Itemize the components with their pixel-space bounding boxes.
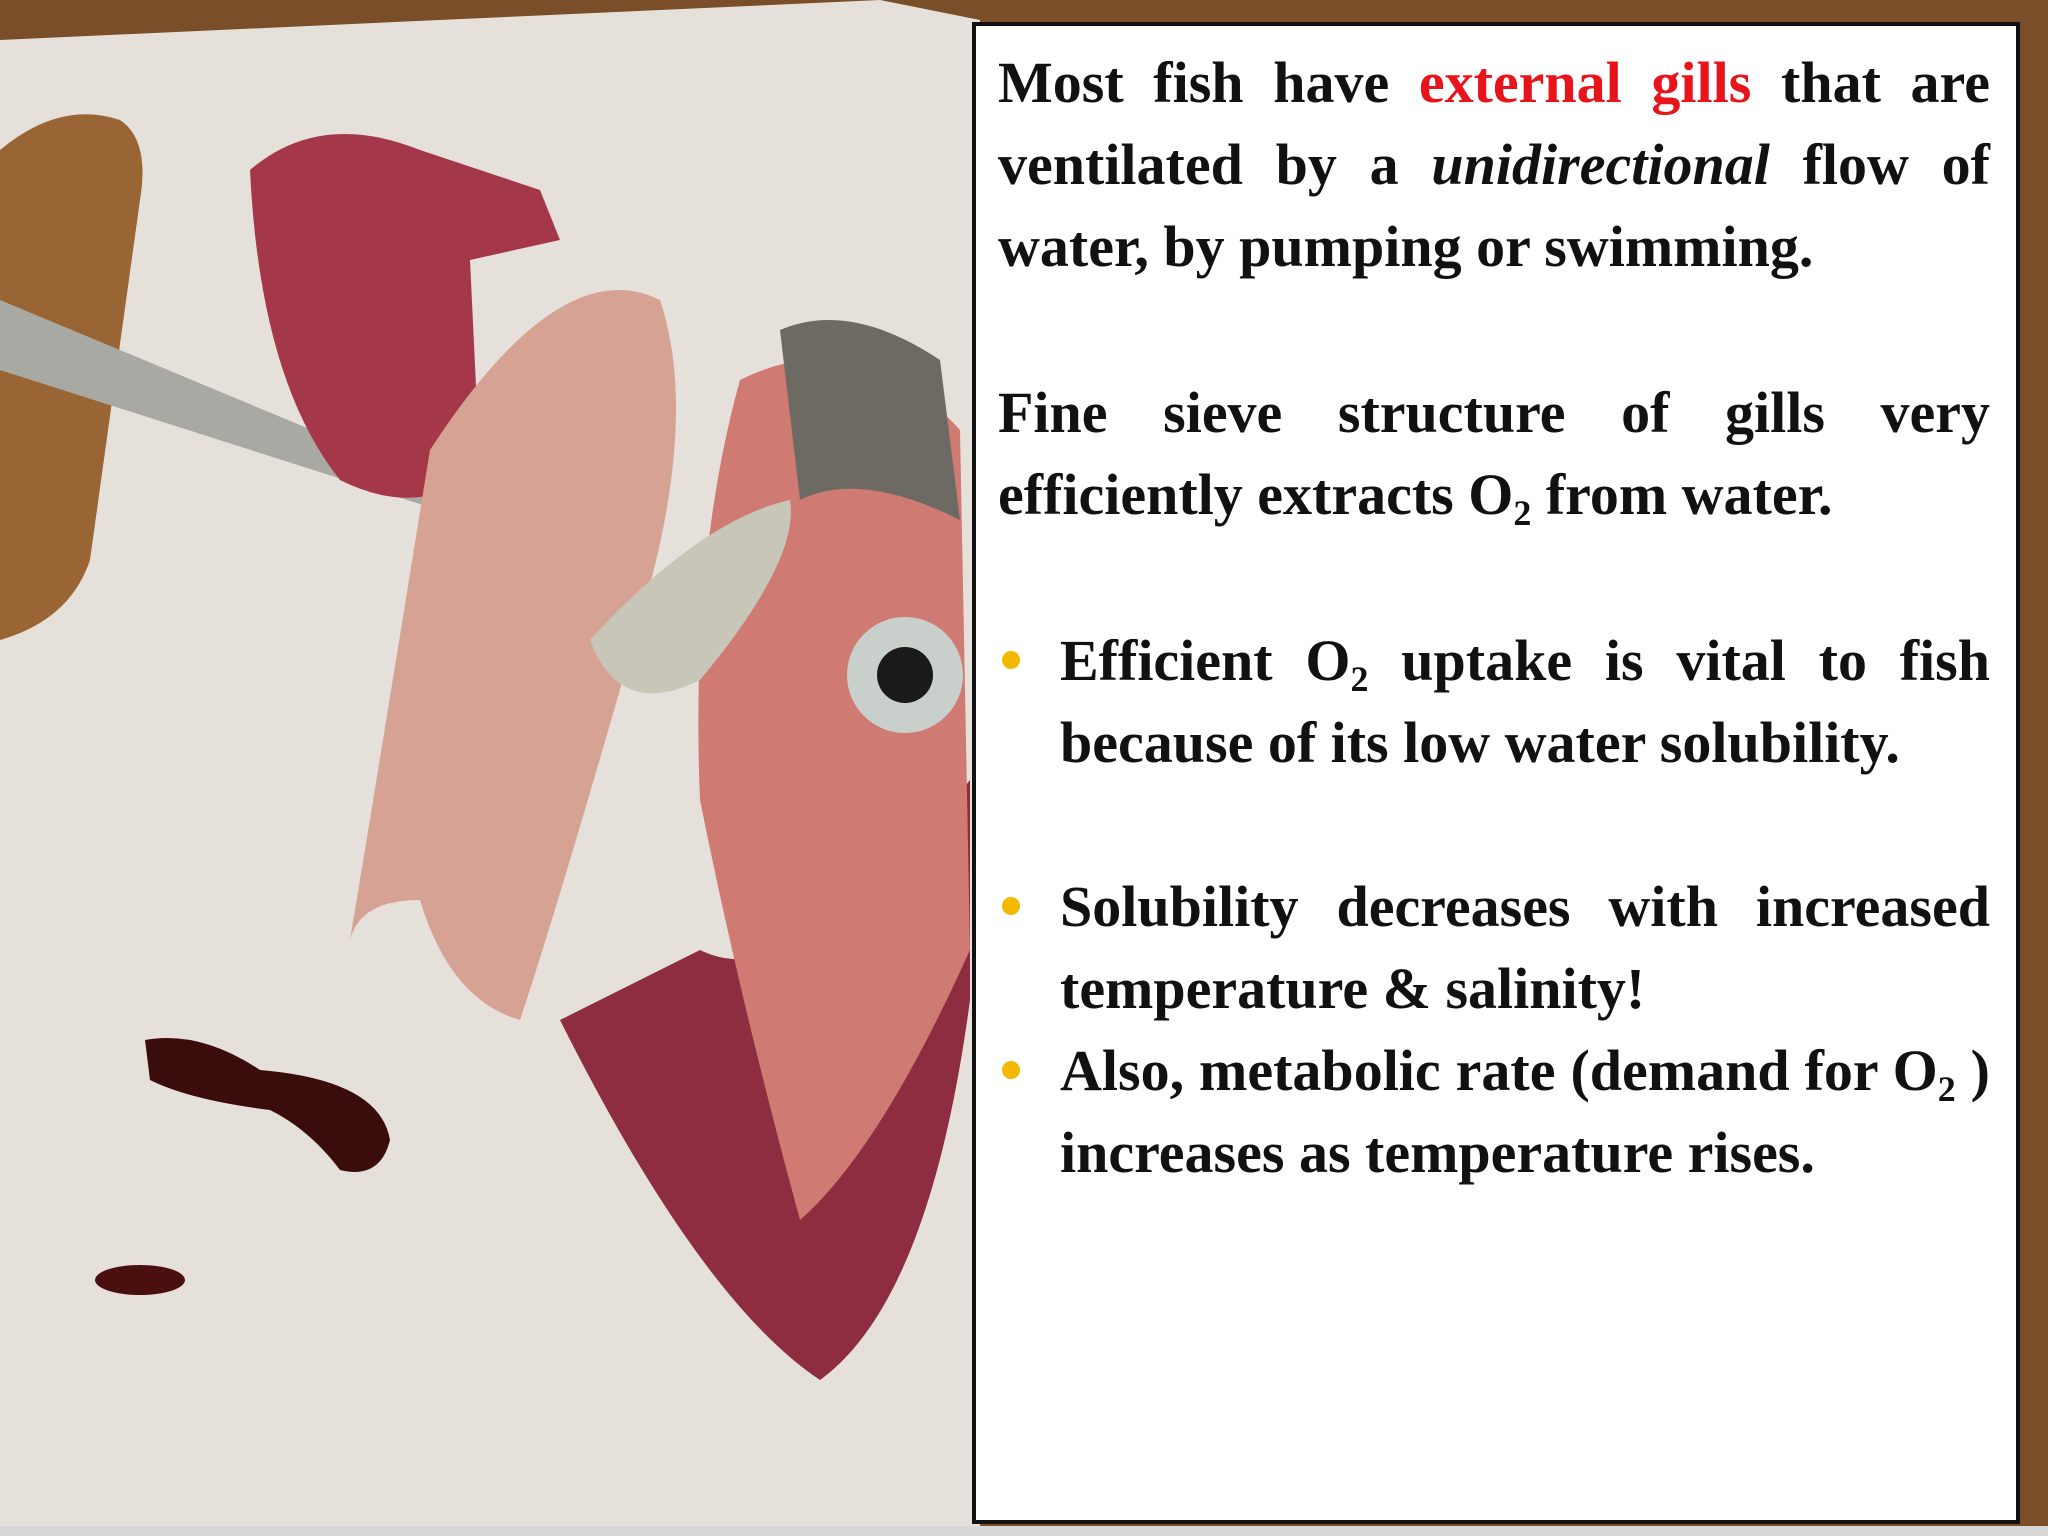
text-run: external gills bbox=[1418, 50, 1752, 115]
text-run: uptake is vital to fish because of its l… bbox=[1060, 628, 1990, 775]
operculum bbox=[350, 290, 676, 1020]
bullet-item: Solubility decreases with increased temp… bbox=[998, 866, 1990, 1030]
text-run: Also, metabolic rate (demand for O bbox=[1060, 1038, 1938, 1103]
text-run: Efficient O bbox=[1060, 628, 1351, 693]
fish-snout bbox=[780, 320, 960, 520]
bullet-item: Efficient O2 uptake is vital to fish bec… bbox=[998, 620, 1990, 784]
text-run: flow of water, by pumping or swimming. bbox=[998, 132, 1990, 279]
bullet-dot bbox=[1002, 651, 1020, 669]
text-run: unidirectional bbox=[1431, 132, 1770, 197]
text-run: from water. bbox=[1531, 462, 1833, 527]
paragraph: Fine sieve structure of gills very effic… bbox=[998, 372, 1990, 536]
text-run: ) increases as temperature rises. bbox=[1060, 1038, 1990, 1185]
bullet-dot bbox=[1002, 897, 1020, 915]
subscript: 2 bbox=[1513, 492, 1532, 533]
text-run: that are ventilated by a bbox=[998, 50, 1990, 197]
fish-pupil bbox=[877, 647, 933, 703]
gill-raker-bone bbox=[590, 500, 791, 694]
subscript: 2 bbox=[1350, 658, 1369, 699]
text-run: Fine sieve structure of gills very effic… bbox=[998, 380, 1990, 527]
text-run: Solubility decreases with increased temp… bbox=[1060, 874, 1990, 1021]
bullet-dot bbox=[1002, 1061, 1020, 1079]
paragraph: Most fish have external gills that are v… bbox=[998, 42, 1990, 288]
bottom-strip bbox=[0, 1526, 2048, 1536]
blood-drop bbox=[95, 1265, 185, 1295]
bullet-item: Also, metabolic rate (demand for O2 ) in… bbox=[998, 1030, 1990, 1194]
text-box: Most fish have external gills that are v… bbox=[972, 22, 2020, 1524]
text-run: Most fish have bbox=[998, 50, 1419, 115]
subscript: 2 bbox=[1937, 1068, 1956, 1109]
blood-stain bbox=[145, 1038, 390, 1172]
gill-arch bbox=[250, 134, 560, 498]
